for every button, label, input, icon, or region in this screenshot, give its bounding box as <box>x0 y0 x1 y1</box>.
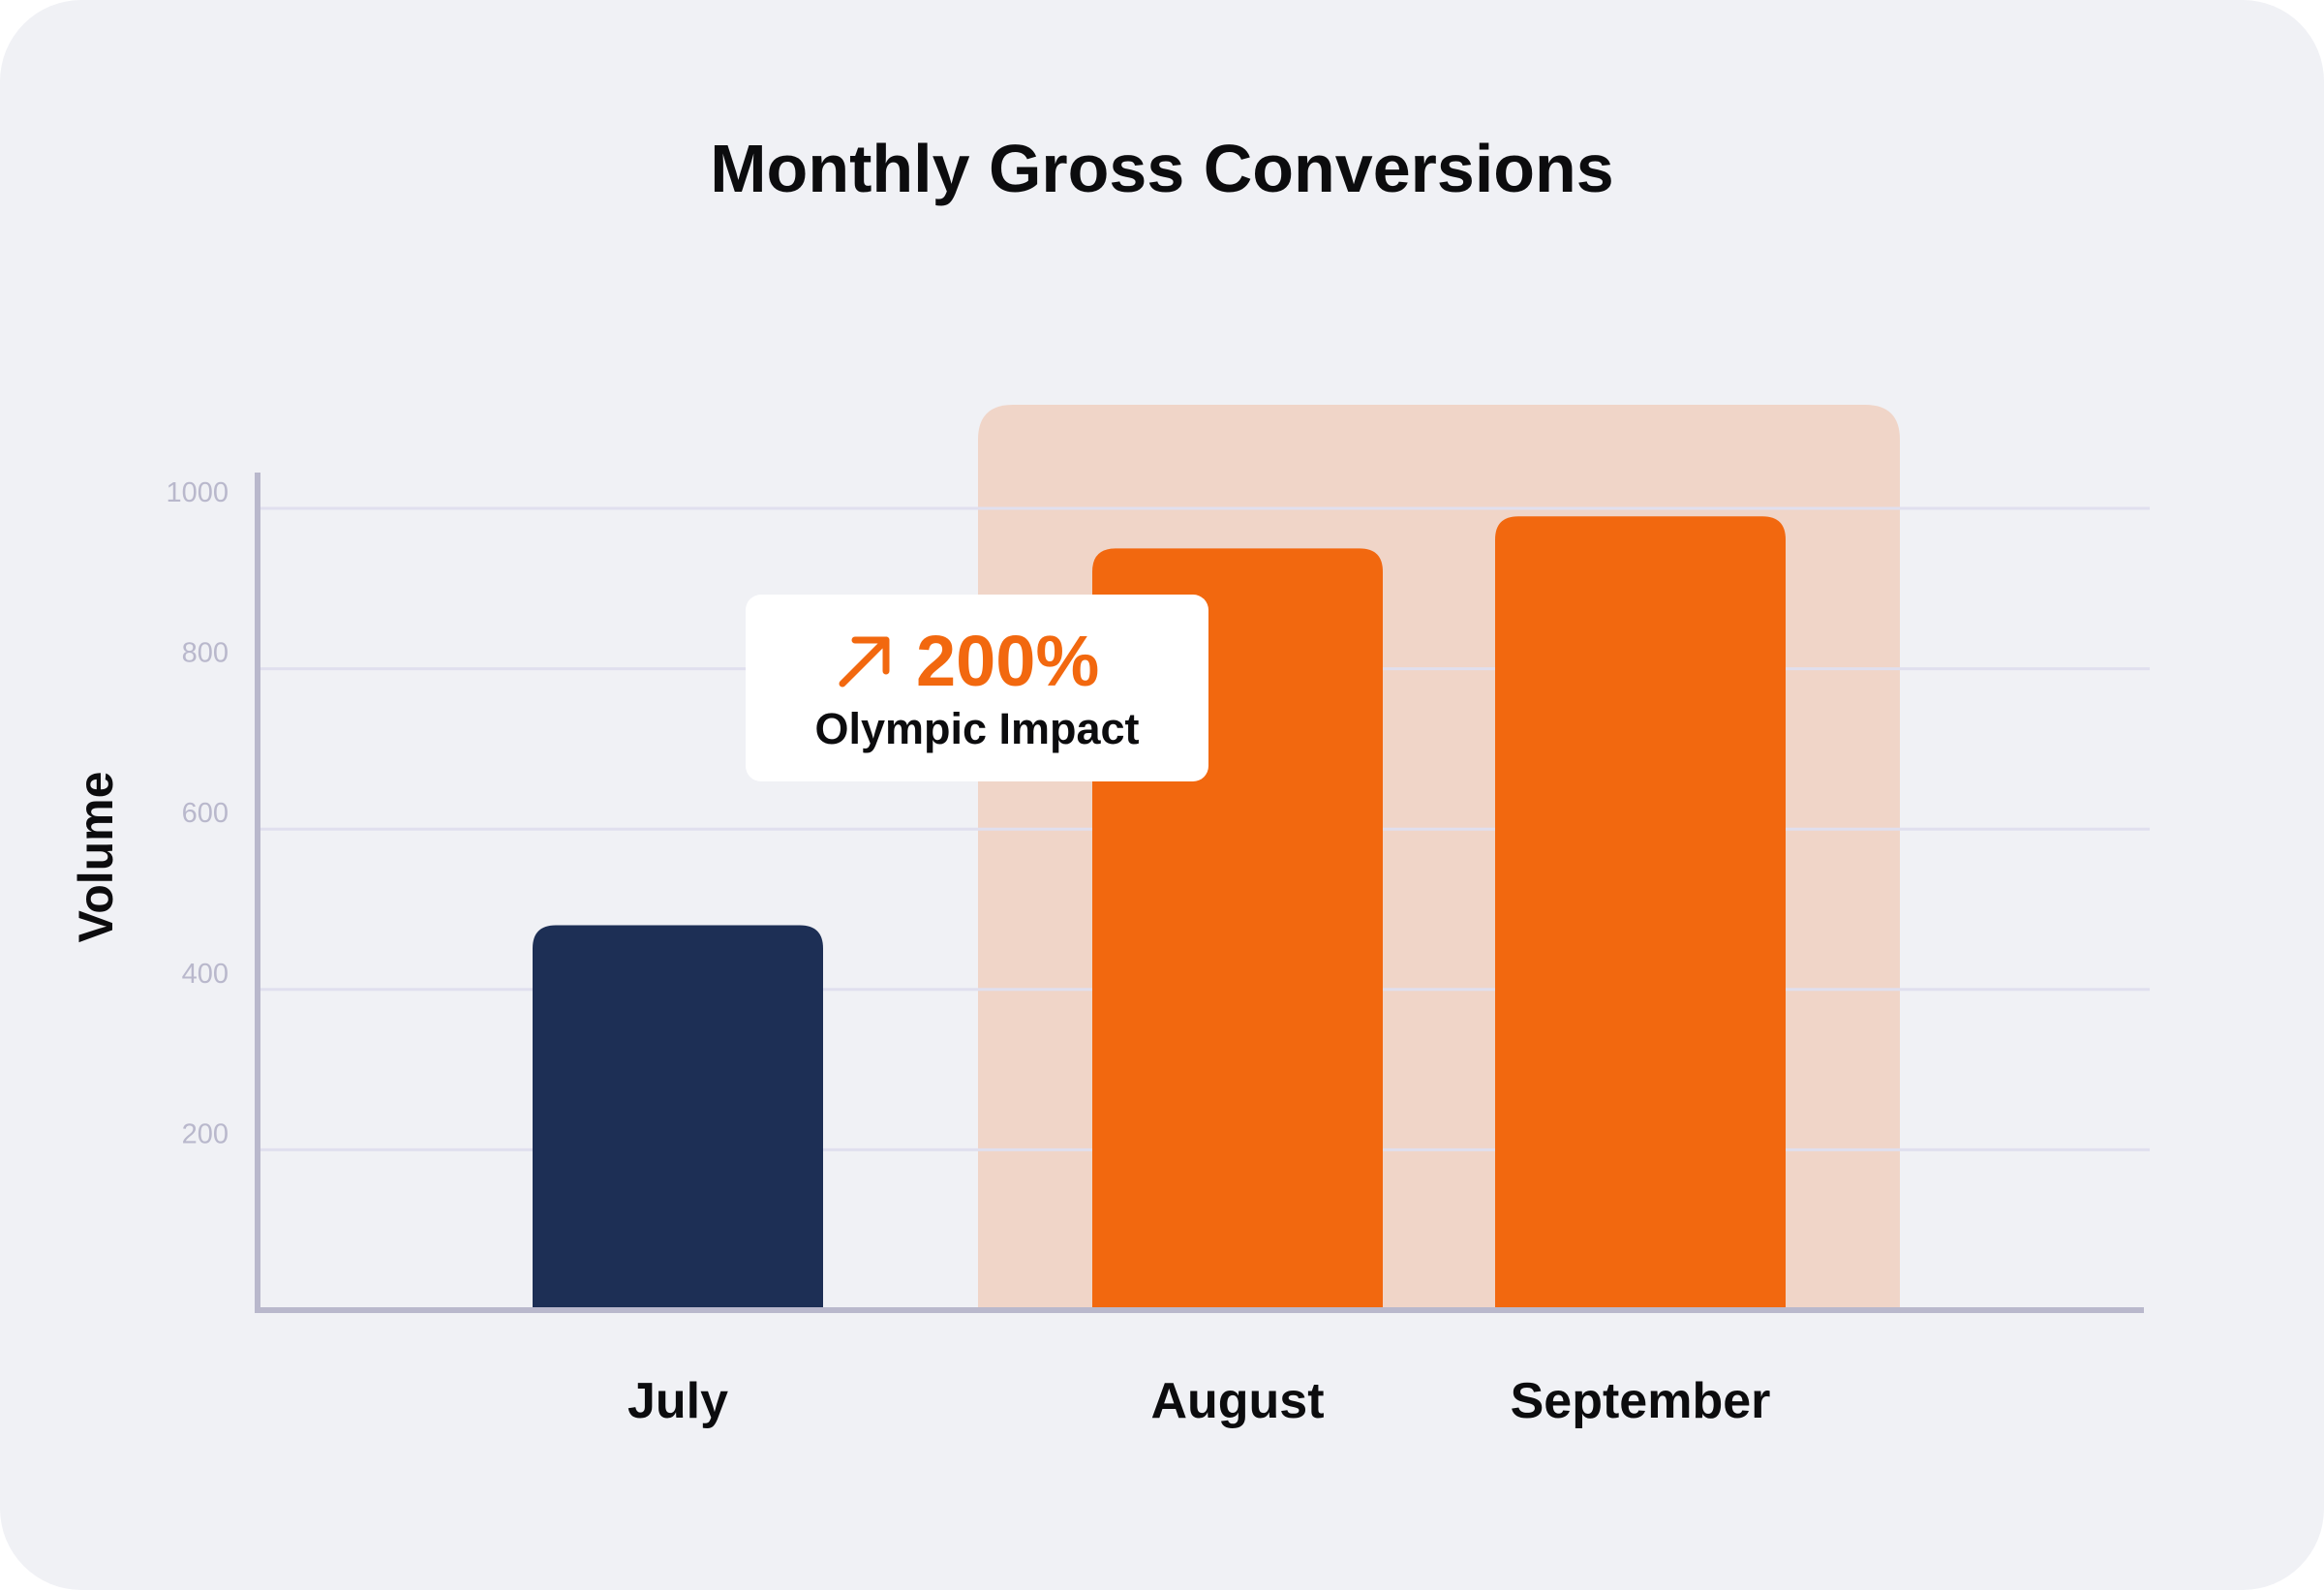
x-tick-label: July <box>627 1373 728 1429</box>
arrow-up-right-icon <box>839 636 890 688</box>
y-ticks: 200 400 600 800 1000 <box>166 477 229 1149</box>
x-tick-label: August <box>1150 1373 1324 1429</box>
bar-september <box>1495 516 1786 1310</box>
chart-title: Monthly Gross Conversions <box>710 131 1613 206</box>
y-tick-label: 400 <box>182 959 229 990</box>
y-tick-label: 200 <box>182 1118 229 1149</box>
y-tick-label: 1000 <box>166 477 229 508</box>
annotation-label: Olympic Impact <box>814 704 1139 753</box>
annotation-callout: 200% Olympic Impact <box>746 595 1208 781</box>
annotation-value: 200% <box>916 621 1099 701</box>
y-tick-label: 800 <box>182 638 229 669</box>
y-axis-label: Volume <box>69 772 123 943</box>
y-tick-label: 600 <box>182 798 229 829</box>
x-tick-labels: July August September <box>627 1373 1770 1429</box>
bar-july <box>533 925 823 1310</box>
x-tick-label: September <box>1511 1373 1771 1429</box>
